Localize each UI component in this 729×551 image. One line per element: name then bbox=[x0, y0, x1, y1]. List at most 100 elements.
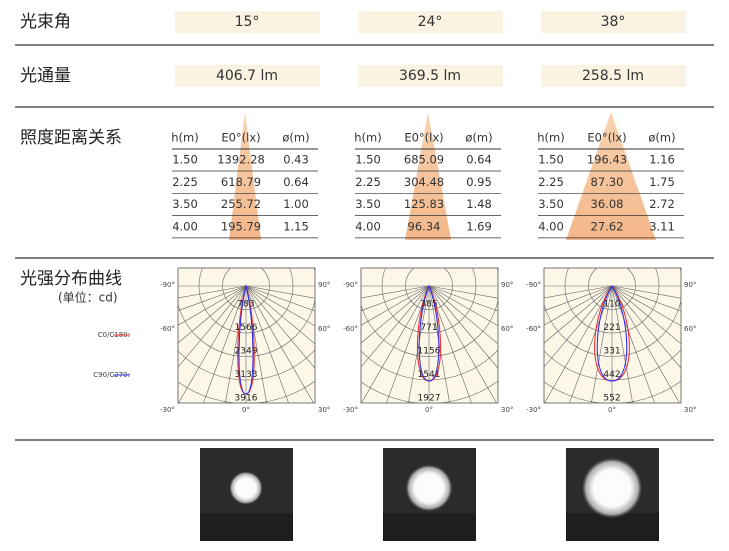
angle-label: -60° bbox=[160, 325, 175, 333]
table-cell: 685.09 bbox=[404, 153, 444, 167]
polar-spoke bbox=[428, 285, 498, 345]
polar-spoke bbox=[361, 285, 430, 326]
table-cell: 3.11 bbox=[649, 219, 675, 233]
angle-label: -30° bbox=[526, 406, 541, 414]
polar-spoke bbox=[245, 285, 315, 369]
table-header: ø(m) bbox=[465, 131, 492, 145]
beam-triangle bbox=[229, 112, 261, 240]
polar-spoke bbox=[544, 285, 613, 299]
polar-spoke bbox=[361, 285, 430, 368]
value: 38° bbox=[601, 14, 626, 30]
table-cell: 0.64 bbox=[283, 175, 309, 189]
table-cell: 1392.28 bbox=[217, 153, 265, 167]
table-cell: 2.72 bbox=[649, 197, 675, 211]
beam-spot bbox=[229, 471, 263, 505]
angle-label: 60° bbox=[501, 325, 513, 333]
table-cell: 1.50 bbox=[172, 153, 198, 167]
polar-spoke bbox=[611, 285, 681, 327]
table-cell: 4.00 bbox=[172, 219, 198, 233]
polar-spoke bbox=[611, 285, 681, 345]
angle-label: 90° bbox=[501, 281, 513, 289]
value-box bbox=[541, 11, 686, 33]
table-header: E0°(lx) bbox=[221, 131, 260, 145]
polar-spoke bbox=[361, 285, 430, 403]
value: 15° bbox=[235, 14, 260, 30]
polar-spoke bbox=[428, 285, 450, 403]
table-cell: 27.62 bbox=[591, 219, 624, 233]
table-cell: 1.15 bbox=[283, 219, 309, 233]
polar-spoke bbox=[428, 285, 497, 403]
angle-label: 30° bbox=[684, 406, 696, 414]
table-cell: 2.25 bbox=[355, 175, 381, 189]
polar-spoke bbox=[386, 285, 430, 403]
curve-c90 bbox=[238, 283, 254, 395]
polar-spoke bbox=[408, 285, 430, 403]
table-cell: 0.43 bbox=[283, 153, 309, 167]
table-cell: 196.43 bbox=[587, 153, 627, 167]
table-cell: 125.83 bbox=[404, 197, 444, 211]
table-cell: 96.34 bbox=[408, 219, 441, 233]
angle-label: -60° bbox=[343, 325, 358, 333]
table-cell: 255.72 bbox=[221, 197, 261, 211]
beam-triangle bbox=[405, 112, 451, 240]
table-header: h(m) bbox=[537, 131, 564, 145]
row-label: 照度距离关系 bbox=[20, 128, 122, 148]
ring-label: 2349 bbox=[235, 347, 258, 357]
polar-spoke bbox=[245, 285, 314, 403]
table-cell: 2.25 bbox=[538, 175, 564, 189]
table-cell: 1.75 bbox=[649, 175, 675, 189]
table-header: ø(m) bbox=[282, 131, 309, 145]
polar-spoke bbox=[203, 285, 247, 403]
polar-spoke bbox=[245, 285, 315, 299]
ring-label: 771 bbox=[420, 323, 437, 333]
table-cell: 1.50 bbox=[355, 153, 381, 167]
angle-label: 30° bbox=[318, 406, 330, 414]
curve-c90 bbox=[596, 284, 628, 382]
polar-spoke bbox=[428, 285, 498, 369]
ring-label: 1927 bbox=[418, 394, 441, 404]
angle-label: 90° bbox=[684, 281, 696, 289]
value-box bbox=[358, 11, 503, 33]
value-box bbox=[541, 65, 686, 87]
polar-spoke bbox=[428, 285, 472, 403]
polar-spoke bbox=[178, 285, 247, 368]
polar-spoke bbox=[544, 285, 613, 344]
value: 406.7 lm bbox=[216, 68, 278, 84]
value-box bbox=[358, 65, 503, 87]
table-header: h(m) bbox=[354, 131, 381, 145]
unit-label: (单位：cd) bbox=[58, 290, 118, 305]
ring-label: 3133 bbox=[235, 370, 258, 380]
table-cell: 3.50 bbox=[538, 197, 564, 211]
polar-spoke bbox=[428, 285, 498, 299]
row-label: 光强分布曲线 bbox=[20, 269, 122, 289]
polar-spoke bbox=[178, 285, 247, 403]
table-cell: 4.00 bbox=[355, 219, 381, 233]
polar-spoke bbox=[544, 285, 613, 368]
table-header: E0°(lx) bbox=[404, 131, 443, 145]
polar-spoke bbox=[611, 285, 681, 369]
curve-c90 bbox=[418, 284, 440, 382]
table-header: h(m) bbox=[171, 131, 198, 145]
beam-triangle bbox=[566, 112, 656, 240]
table-cell: 3.50 bbox=[355, 197, 381, 211]
ring-label: 442 bbox=[603, 370, 620, 380]
polar-spoke bbox=[611, 285, 681, 312]
ring-label: 783 bbox=[237, 300, 254, 310]
angle-label: 0° bbox=[242, 406, 250, 414]
table-cell: 3.50 bbox=[172, 197, 198, 211]
value: 24° bbox=[418, 14, 443, 30]
beam-spot bbox=[581, 457, 643, 519]
angle-label: -90° bbox=[526, 281, 541, 289]
angle-label: -30° bbox=[343, 406, 358, 414]
polar-grid bbox=[178, 268, 315, 403]
ring-label: 1156 bbox=[418, 347, 441, 357]
table-cell: 195.79 bbox=[221, 219, 261, 233]
polar-spoke bbox=[544, 285, 613, 312]
polar-spoke bbox=[178, 285, 247, 299]
value: 258.5 lm bbox=[582, 68, 644, 84]
angle-label: -90° bbox=[160, 281, 175, 289]
angle-label: 30° bbox=[501, 406, 513, 414]
polar-spoke bbox=[428, 285, 498, 327]
angle-label: 60° bbox=[318, 325, 330, 333]
